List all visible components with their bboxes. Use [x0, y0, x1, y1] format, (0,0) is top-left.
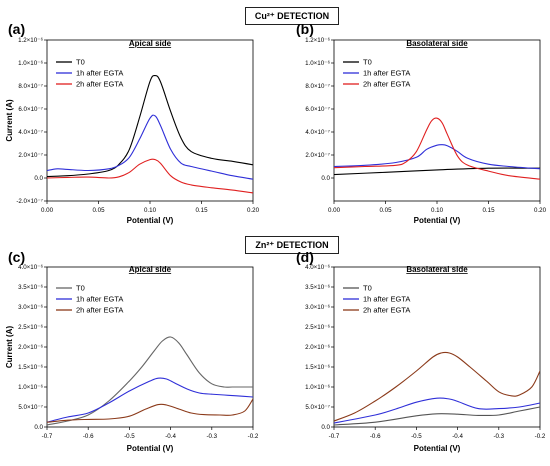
y-tick-label: 6.0×10⁻⁷	[18, 106, 43, 113]
legend-label: 2h after EGTA	[363, 306, 410, 315]
x-tick-label: -0.3	[206, 433, 217, 440]
panel-label: (b)	[296, 21, 314, 37]
y-tick-label: 5.0×10⁻⁷	[305, 404, 330, 411]
legend-label: 2h after EGTA	[363, 80, 410, 89]
y-tick-label: 1.0×10⁻⁶	[305, 384, 330, 391]
y-tick-label: 2.0×10⁻⁷	[18, 152, 43, 159]
series-line-1	[47, 114, 253, 180]
x-tick-label: 0.10	[431, 207, 444, 214]
y-tick-label: 1.5×10⁻⁶	[305, 364, 330, 371]
x-tick-label: 0.15	[482, 207, 495, 214]
y-tick-label: -2.0×10⁻⁷	[16, 198, 43, 205]
y-tick-label: 8.0×10⁻⁷	[305, 83, 330, 90]
chart-panel-1: (b) Basolateral side 0.00 0.05 0.10 0.15 0.20 0…	[296, 21, 547, 225]
series-line-1	[334, 144, 540, 170]
y-tick-label: 2.0×10⁻⁶	[18, 344, 43, 351]
y-tick-label: 2.5×10⁻⁶	[305, 324, 330, 331]
y-tick-label: 3.0×10⁻⁶	[305, 304, 330, 311]
legend-label: T0	[363, 284, 372, 293]
y-tick-label: 0.0	[321, 424, 330, 431]
x-tick-label: 0.00	[328, 207, 341, 214]
chart-panel-3: (d) Basolateral side -0.7 -0.6 -0.5 -0.4 -0.3 -…	[296, 249, 546, 453]
x-axis-title: Potential (V)	[127, 444, 174, 453]
x-tick-label: 0.05	[379, 207, 392, 214]
series-line-0	[334, 167, 540, 176]
legend-label: 2h after EGTA	[76, 80, 123, 89]
y-tick-label: 3.5×10⁻⁶	[18, 284, 43, 291]
chart-panel-2: (c) Apical side -0.7 -0.6 -0.5 -0.4 -0.3 -0.2 0.…	[5, 249, 259, 453]
y-tick-label: 0.0	[321, 175, 330, 182]
y-tick-label: 8.0×10⁻⁷	[18, 83, 43, 90]
y-tick-label: 2.0×10⁻⁶	[305, 344, 330, 351]
x-tick-label: -0.4	[452, 433, 463, 440]
y-tick-label: 4.0×10⁻⁶	[18, 264, 43, 271]
x-tick-label: -0.2	[248, 433, 259, 440]
series-line-0	[334, 406, 540, 426]
y-tick-label: 1.0×10⁻⁶	[18, 60, 43, 67]
y-tick-label: 2.0×10⁻⁷	[305, 152, 330, 159]
legend-label: 1h after EGTA	[76, 295, 123, 304]
x-tick-label: -0.7	[42, 433, 53, 440]
x-tick-label: -0.6	[83, 433, 94, 440]
x-tick-label: -0.2	[535, 433, 546, 440]
y-tick-label: 1.0×10⁻⁶	[18, 384, 43, 391]
y-tick-label: 1.0×10⁻⁶	[305, 60, 330, 67]
y-tick-label: 4.0×10⁻⁷	[305, 129, 330, 136]
legend-label: 1h after EGTA	[363, 295, 410, 304]
x-tick-label: 0.10	[144, 207, 157, 214]
y-tick-label: 6.0×10⁻⁷	[305, 106, 330, 113]
chart-title: Apical side	[129, 39, 172, 48]
series-line-2	[47, 158, 253, 194]
series-line-2	[334, 117, 540, 180]
x-tick-label: -0.4	[165, 433, 176, 440]
series-line-2	[334, 351, 540, 422]
x-tick-label: -0.7	[329, 433, 340, 440]
chart-title: Apical side	[129, 265, 172, 274]
x-tick-label: 0.00	[41, 207, 54, 214]
panel-label: (a)	[8, 21, 25, 37]
legend-label: 1h after EGTA	[363, 69, 410, 78]
chart-title: Basolateral side	[406, 265, 468, 274]
y-tick-label: 2.5×10⁻⁶	[18, 324, 43, 331]
chart-panel-0: (a) Apical side 0.00 0.05 0.10 0.15 0.20 -2.0×1…	[5, 21, 260, 225]
x-tick-label: -0.6	[370, 433, 381, 440]
legend-label: T0	[363, 58, 372, 67]
y-tick-label: 4.0×10⁻⁷	[18, 129, 43, 136]
x-tick-label: 0.05	[92, 207, 105, 214]
y-tick-label: 3.0×10⁻⁶	[18, 304, 43, 311]
zn-detection-banner: Zn²⁺ DETECTION	[245, 236, 339, 254]
y-tick-label: 0.0	[34, 424, 43, 431]
panel-label: (c)	[8, 249, 25, 265]
y-tick-label: 1.2×10⁻⁶	[305, 37, 330, 44]
series-line-1	[334, 397, 540, 424]
x-tick-label: -0.3	[493, 433, 504, 440]
y-axis-title: Current (A)	[5, 326, 14, 369]
legend-label: T0	[76, 58, 85, 67]
y-tick-label: 1.5×10⁻⁶	[18, 364, 43, 371]
series-line-2	[47, 398, 253, 423]
chart-title: Basolateral side	[406, 39, 468, 48]
y-tick-label: 1.2×10⁻⁶	[18, 37, 43, 44]
x-axis-title: Potential (V)	[414, 216, 461, 225]
legend-label: 1h after EGTA	[76, 69, 123, 78]
legend-label: 2h after EGTA	[76, 306, 123, 315]
x-tick-label: 0.20	[247, 207, 260, 214]
y-axis-title: Current (A)	[5, 99, 14, 142]
cu-detection-banner: Cu²⁺ DETECTION	[245, 7, 339, 25]
x-tick-label: -0.5	[411, 433, 422, 440]
y-tick-label: 4.0×10⁻⁶	[305, 264, 330, 271]
series-line-1	[47, 377, 253, 423]
y-tick-label: 5.0×10⁻⁷	[18, 404, 43, 411]
x-tick-label: 0.15	[195, 207, 208, 214]
x-axis-title: Potential (V)	[414, 444, 461, 453]
legend-label: T0	[76, 284, 85, 293]
x-axis-title: Potential (V)	[127, 216, 174, 225]
x-tick-label: 0.20	[534, 207, 547, 214]
series-line-0	[47, 74, 253, 178]
y-tick-label: 0.0	[34, 175, 43, 182]
panel-label: (d)	[296, 249, 314, 265]
y-tick-label: 3.5×10⁻⁶	[305, 284, 330, 291]
x-tick-label: -0.5	[124, 433, 135, 440]
